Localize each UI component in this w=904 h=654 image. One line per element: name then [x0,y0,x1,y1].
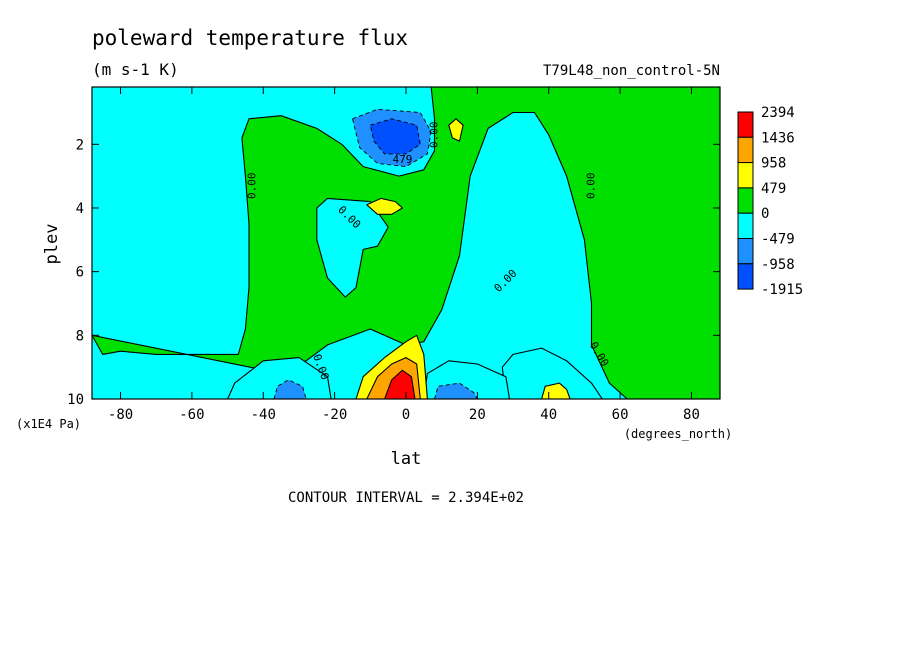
legend-label-6: -958 [761,257,795,273]
contour-interval-text: CONTOUR INTERVAL = 2.394E+02 [288,490,524,506]
legend-swatch-2 [737,162,754,189]
x-axis-label: lat [391,449,422,469]
x-axis-ticks: -80 -60 -40 -20 0 20 40 60 80 [108,87,700,423]
legend-swatch-5 [737,238,754,265]
legend-label-7: -1915 [761,282,803,298]
contour-label-0: 0.00 [246,172,259,199]
contour-label-3: 0.00 [428,122,441,149]
contour-region-1 [316,197,389,298]
legend-swatch-0 [737,111,754,138]
contour-region-0 [92,87,720,399]
legend-label-3: 479 [761,181,786,197]
x-tick-label-1: -60 [179,407,204,423]
contour-region-14 [434,382,478,399]
color-legend: 2394 1436 958 479 0 -479 -958 -1915 [737,105,803,298]
legend-label-4: 0 [761,206,769,222]
y-tick-label-4: 10 [67,392,84,408]
legend-swatch-1 [737,136,754,164]
contour-label-2: 479 [392,153,412,166]
y-axis-ticks: 2 4 6 8 10 [67,137,720,408]
x-tick-label-4: 0 [402,407,410,423]
legend-label-1: 1436 [761,130,795,146]
x-tick-label-8: 80 [683,407,700,423]
contour-region-13 [273,379,307,399]
x-tick-label-2: -40 [251,407,276,423]
contour-region-7 [384,369,416,399]
contour-regions [92,87,720,399]
y-tick-label-3: 8 [76,328,84,344]
y-axis-label: plev [42,224,62,265]
contour-region-9 [366,197,403,215]
y-tick-label-2: 6 [76,265,84,281]
x-tick-label-0: -80 [108,407,133,423]
x-axis-units: (degrees_north) [624,427,732,441]
legend-label-2: 958 [761,156,786,172]
contour-label-5: 0.00 [585,172,598,199]
legend-swatch-3 [737,187,754,214]
contour-region-10 [448,118,464,142]
legend-label-0: 2394 [761,105,795,121]
legend-label-5: -479 [761,232,795,248]
x-tick-label-6: 40 [540,407,557,423]
dataset-label: T79L48_non_control-5N [543,63,720,79]
legend-swatch-6 [737,263,754,290]
x-tick-label-7: 60 [612,407,629,423]
chart-title: poleward temperature flux [92,26,408,50]
legend-swatch-4 [737,212,754,239]
x-tick-label-3: -20 [322,407,347,423]
y-tick-label-1: 4 [76,201,84,217]
y-tick-label-0: 2 [76,137,84,153]
x-tick-label-5: 20 [469,407,486,423]
y-axis-units: (x1E4 Pa) [16,417,81,431]
contour-region-2 [501,347,603,399]
contour-region-12 [369,118,421,155]
contour-region-3 [227,357,332,399]
units-label: (m s-1 K) [92,60,179,79]
